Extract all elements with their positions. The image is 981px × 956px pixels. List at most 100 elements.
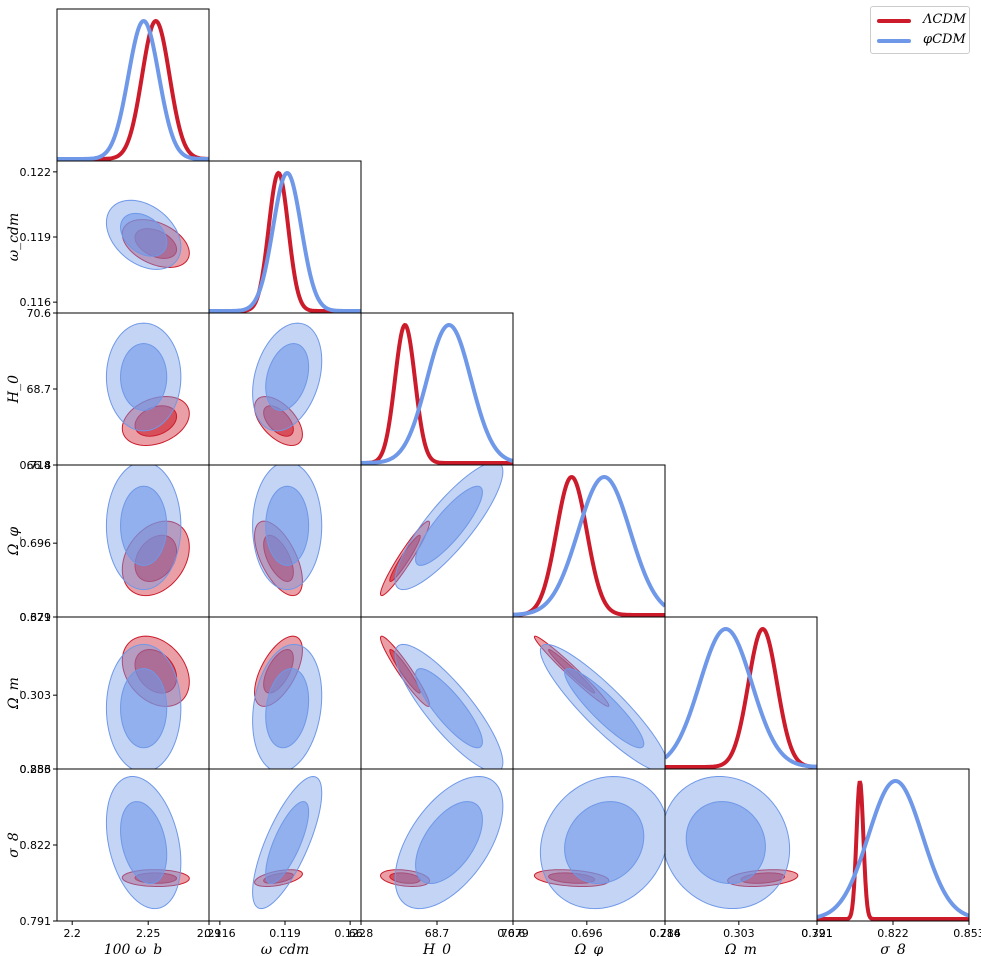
- panel-H0-H0: [360, 312, 514, 466]
- x-tick-label-s8-2: 0.853: [953, 927, 981, 940]
- pdf-Ophi-series-1: [513, 474, 665, 617]
- contour-H0-Om-series-1-level-1: [415, 668, 483, 749]
- contour-wcdm-s8-series-1-level-1: [265, 801, 310, 885]
- contour-H0-s8-series-1-level-1: [415, 801, 483, 885]
- contour-wcdm-H0-series-1-level-1: [265, 343, 310, 411]
- contour-wb-H0-series-1-level-1: [120, 343, 168, 411]
- pdf-H0-series-1: [361, 323, 513, 465]
- pdf-Om-series-0: [665, 626, 817, 769]
- panel-wcdm-H0: [208, 312, 362, 466]
- contour-Ophi-s8-series-1-level-1: [564, 801, 645, 885]
- contour-wb-Om-series-1-level-1: [120, 668, 168, 749]
- x-tick-label-wcdm-1: 0.119: [269, 927, 301, 940]
- x-tick-label-wb-0: 2.2: [63, 927, 81, 940]
- y-axis-label-H0: H_0: [6, 375, 22, 404]
- contour-Ophi-Om-series-1-level-1: [564, 668, 645, 749]
- contour-H0-Ophi-series-0-level-1: [389, 534, 421, 582]
- x-axis-label-wb: 100 ω_b: [104, 942, 163, 956]
- panel-wb-Om: 0.286 0.303 0.321 Ω_m: [6, 611, 210, 776]
- x-tick-label-wcdm-2: 0.122: [334, 927, 366, 940]
- y-tick-label-H0-2: 70.6: [27, 307, 52, 320]
- y-tick-label-Om-0: 0.286: [20, 763, 52, 776]
- legend-label-lcdm: ΛCDM: [923, 12, 967, 27]
- contour-Om-s8-series-1-level-1: [685, 801, 766, 884]
- x-axis-label-Ophi: Ω_φ: [574, 942, 604, 956]
- panel-Om-s8: 0.286 0.303 0.321 Ω_m: [649, 768, 833, 956]
- pdf-Om-series-1: [665, 626, 817, 769]
- x-tick-label-H0-1: 68.7: [425, 927, 450, 940]
- panel-wb-H0: 66.8 68.7 70.6 H_0: [6, 307, 210, 472]
- x-tick-label-Ophi-1: 0.696: [571, 927, 603, 940]
- panel-Ophi-Ophi: [512, 464, 666, 618]
- y-axis-label-s8: σ_8: [6, 832, 22, 858]
- legend-item-lcdm: ΛCDM: [877, 11, 969, 31]
- x-tick-label-s8-1: 0.822: [877, 927, 909, 940]
- panel-wb-s8: 2.2 2.25 2.29 100 ω_b 0.791 0.822 0.853 σ_8: [6, 763, 221, 956]
- panel-wb-Ophi: 0.679 0.696 0.714 Ω_φ: [6, 459, 210, 624]
- panel-wcdm-Ophi: [208, 464, 362, 618]
- contour-H0-Ophi-series-1-level-1: [415, 485, 483, 566]
- contour-H0-s8-series-0-level-1: [389, 872, 421, 884]
- panel-wcdm-s8: 0.116 0.119 0.122 ω_cdm: [204, 768, 366, 956]
- y-tick-label-Om-1: 0.303: [20, 689, 52, 702]
- pdf-s8-series-1: [817, 779, 969, 919]
- y-tick-label-wcdm-1: 0.119: [20, 231, 52, 244]
- legend-swatch-phicdm: [877, 39, 911, 43]
- contour-H0-Om-series-0-level-1: [389, 649, 421, 694]
- x-axis-label-Om: Ω_m: [724, 942, 757, 956]
- contour-wb-wcdm-series-1-level-1: [120, 212, 168, 257]
- x-tick-label-s8-0: 0.791: [801, 927, 833, 940]
- y-tick-label-s8-0: 0.791: [20, 915, 52, 928]
- y-tick-label-Ophi-1: 0.696: [20, 537, 52, 550]
- panel-H0-Ophi: [360, 464, 514, 618]
- x-tick-label-wcdm-0: 0.116: [204, 927, 236, 940]
- y-axis-label-wcdm: ω_cdm: [6, 213, 22, 262]
- contour-wcdm-Ophi-series-1-level-1: [265, 485, 310, 566]
- panel-Ophi-s8: 0.679 0.696 0.714 Ω_φ: [497, 768, 681, 956]
- y-tick-label-Om-2: 0.321: [20, 611, 52, 624]
- panel-wb-wcdm: 0.116 0.119 0.122 ω_cdm: [6, 160, 210, 314]
- pdf-H0-series-0: [361, 322, 513, 465]
- contour-wb-H0-series-0-level-1: [134, 405, 178, 437]
- panel-H0-Om: [360, 616, 514, 770]
- contour-wb-Ophi-series-1-level-1: [120, 485, 168, 566]
- panel-frame: [208, 160, 362, 314]
- y-tick-label-Ophi-0: 0.679: [20, 611, 52, 624]
- panel-s8-s8: 0.791 0.822 0.853 σ_8: [801, 768, 981, 956]
- x-axis-label-H0: H_0: [422, 942, 451, 956]
- x-tick-label-Ophi-0: 0.679: [497, 927, 529, 940]
- y-tick-label-H0-0: 66.8: [27, 459, 52, 472]
- x-axis-label-s8: σ_8: [880, 942, 906, 956]
- panel-wcdm-wcdm: [208, 160, 362, 314]
- panel-frame: [664, 616, 818, 770]
- contour-wcdm-Om-series-1-level-1: [265, 668, 310, 749]
- y-tick-label-wcdm-2: 0.122: [20, 166, 52, 179]
- panel-H0-s8: 66.8 68.7 70.6 H_0: [349, 768, 526, 956]
- panel-Ophi-Om: [512, 616, 666, 770]
- panel-Om-Om: [664, 616, 818, 770]
- y-tick-label-Ophi-2: 0.714: [20, 459, 52, 472]
- x-tick-label-wb-1: 2.25: [136, 927, 161, 940]
- legend-label-phicdm: φCDM: [923, 32, 966, 47]
- y-axis-label-Om: Ω_m: [6, 677, 22, 710]
- panel-frame: [56, 8, 210, 162]
- y-tick-label-s8-1: 0.822: [20, 839, 52, 852]
- x-tick-label-H0-2: 70.6: [501, 927, 526, 940]
- x-tick-label-Om-1: 0.303: [723, 927, 755, 940]
- panel-wcdm-Om: [208, 616, 362, 770]
- legend: ΛCDM φCDM: [870, 6, 970, 54]
- pdf-wcdm-series-1: [209, 170, 361, 313]
- y-tick-label-s8-2: 0.853: [20, 763, 52, 776]
- pdf-wb-series-1: [57, 18, 209, 161]
- x-tick-label-Ophi-2: 0.714: [649, 927, 681, 940]
- y-axis-label-Ophi: Ω_φ: [6, 527, 22, 557]
- x-tick-label-H0-0: 66.8: [349, 927, 374, 940]
- panel-wb-wb: [56, 8, 210, 162]
- pdf-wcdm-series-0: [209, 170, 361, 313]
- legend-item-phicdm: φCDM: [877, 31, 969, 51]
- pdf-Ophi-series-0: [513, 474, 665, 617]
- legend-swatch-lcdm: [877, 19, 911, 23]
- x-tick-label-Om-0: 0.286: [649, 927, 681, 940]
- y-tick-label-wcdm-0: 0.116: [20, 296, 52, 309]
